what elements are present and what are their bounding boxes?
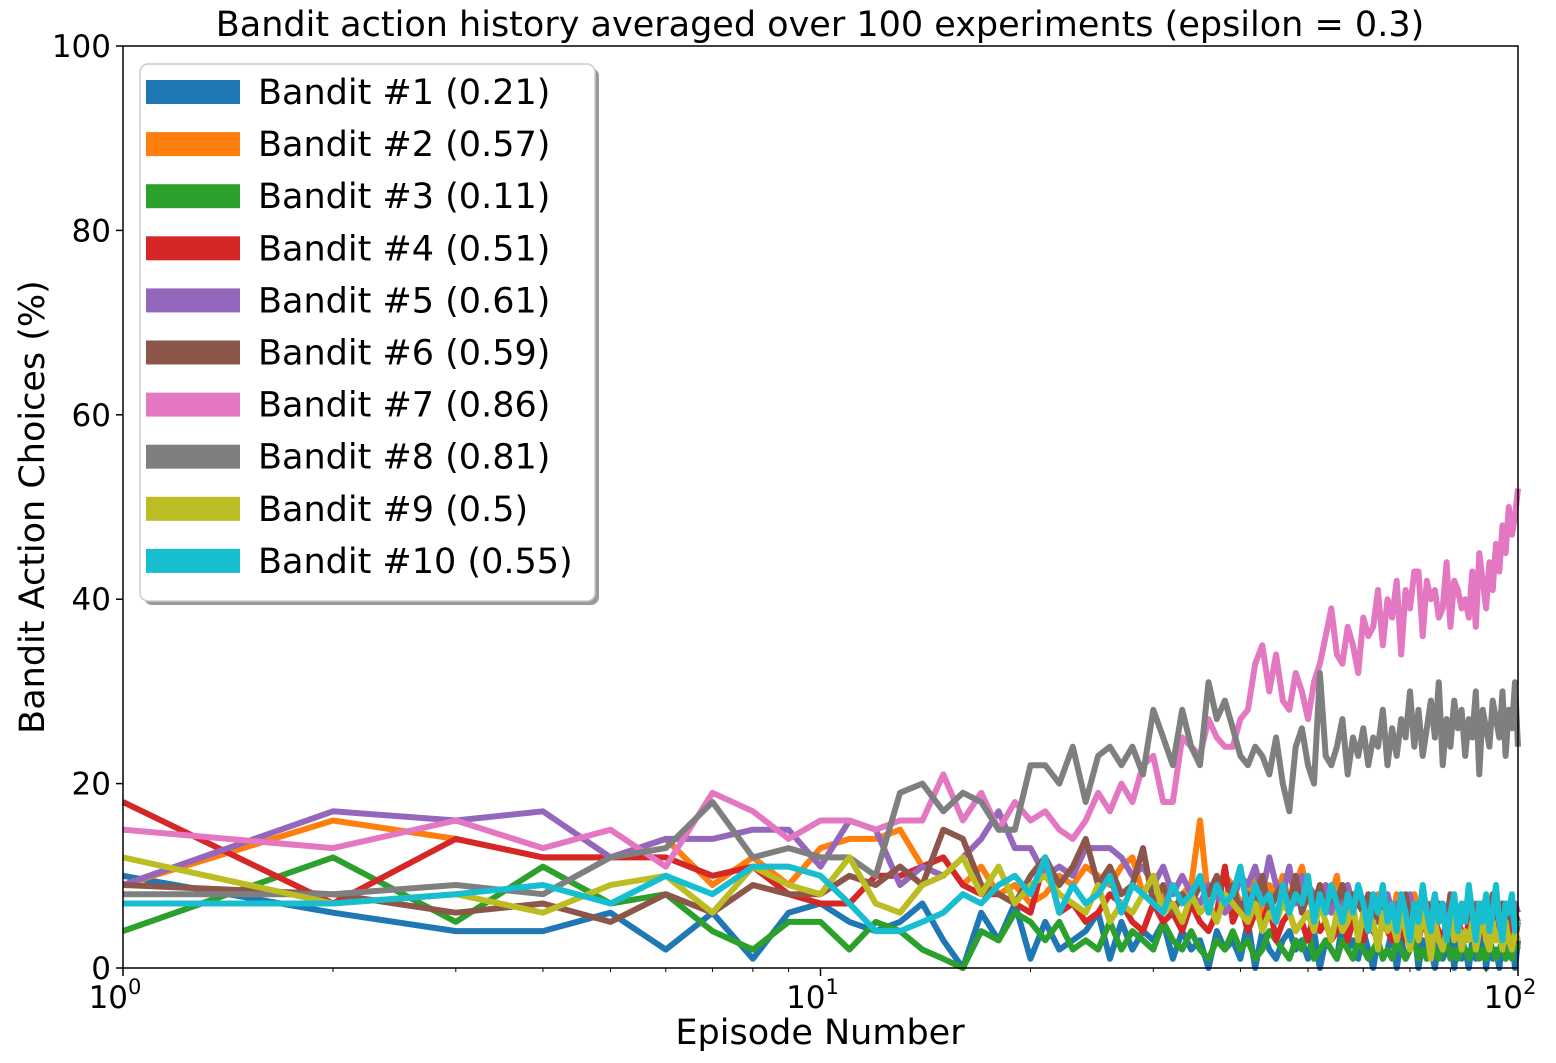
legend-label-4: Bandit #4 (0.51)	[258, 229, 550, 269]
y-axis-label: Bandit Action Choices (%)	[13, 280, 53, 734]
legend-swatch-10	[146, 548, 240, 573]
legend-swatch-3	[146, 184, 240, 209]
legend-label-7: Bandit #7 (0.86)	[258, 386, 550, 426]
legend-swatch-1	[146, 80, 240, 104]
legend-label-5: Bandit #5 (0.61)	[258, 281, 550, 321]
legend-swatch-4	[146, 236, 240, 261]
legend-box	[139, 63, 596, 602]
y-tick-label: 40	[72, 582, 111, 618]
y-tick-label: 60	[72, 398, 111, 434]
series-layer	[121, 488, 1521, 971]
series-line-8	[123, 670, 1521, 898]
legend-label-6: Bandit #6 (0.59)	[258, 334, 550, 374]
y-tick-label: 80	[72, 213, 111, 249]
chart-title: Bandit action history averaged over 100 …	[216, 5, 1425, 45]
legend-label-1: Bandit #1 (0.21)	[258, 73, 550, 113]
legend-swatch-8	[146, 444, 240, 469]
legend-swatch-9	[146, 496, 240, 521]
legend-label-3: Bandit #3 (0.11)	[258, 177, 550, 217]
legend: Bandit #1 (0.21) Bandit #2 (0.57) Bandit #…	[139, 63, 599, 605]
legend-swatch-5	[146, 288, 240, 313]
legend-label-10: Bandit #10 (0.55)	[258, 542, 573, 582]
legend-label-8: Bandit #8 (0.81)	[258, 438, 550, 478]
series-line-10	[123, 854, 1521, 944]
x-tick-label: 101	[786, 975, 839, 1016]
legend-swatch-6	[146, 340, 240, 365]
legend-label-9: Bandit #9 (0.5)	[258, 490, 528, 530]
y-tick-label: 100	[52, 29, 111, 65]
y-tick-label: 0	[91, 951, 111, 987]
legend-swatch-2	[146, 132, 240, 157]
x-tick-label: 100	[89, 975, 142, 1016]
legend-label-2: Bandit #2 (0.57)	[258, 125, 550, 165]
x-tick-label: 102	[1484, 975, 1537, 1016]
x-axis-label: Episode Number	[675, 1013, 965, 1053]
y-tick-label: 20	[72, 767, 111, 803]
legend-swatch-7	[146, 392, 240, 417]
